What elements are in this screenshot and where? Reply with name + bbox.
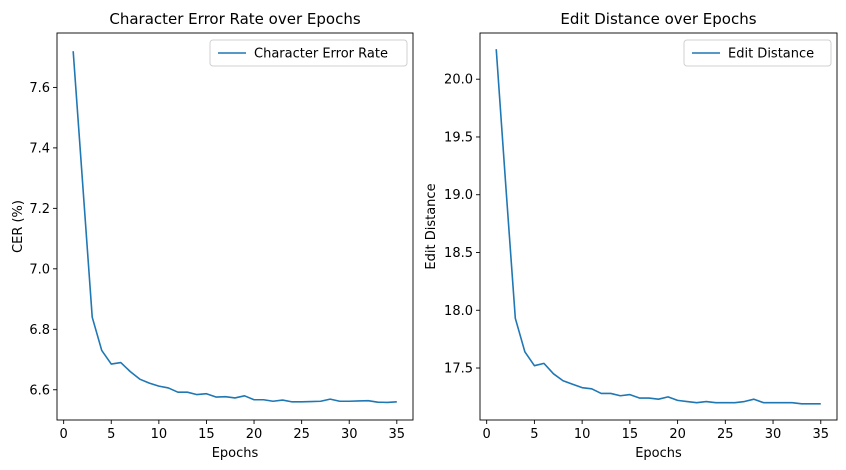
chart-panel-2: Edit Distance over Epochs 0 5 10 15 20 25 30 35 1… [424,10,838,461]
x-axis-label: Epochs [212,446,259,461]
y-tick-label: 19.0 [444,188,473,203]
x-tick-label: 20 [669,427,686,442]
y-tick-label: 18.0 [444,304,473,319]
x-tick-label: 5 [530,427,538,442]
x-tick-label: 15 [198,427,215,442]
x-tick-label: 0 [483,427,491,442]
plot-frame [479,32,838,421]
x-tick-label: 0 [60,427,68,442]
x-tick-label: 35 [812,427,829,442]
x-tick-label: 30 [765,427,782,442]
chart-panel-1: Character Error Rate over Epochs 0 5 10 15 20… [11,10,414,461]
legend-label: Character Error Rate [254,47,388,62]
x-axis-label: Epochs [635,446,682,461]
x-tick-label: 10 [151,427,168,442]
y-tick-label: 6.6 [29,383,50,398]
chart-title: Character Error Rate over Epochs [109,10,360,28]
y-axis-label: CER (%) [11,200,26,253]
legend-box [209,39,408,67]
legend: Character Error Rate [209,39,408,67]
x-tick-label: 25 [717,427,734,442]
y-axis-label: Edit Distance [424,183,439,269]
legend-box [683,39,832,67]
y-tick-label: 6.8 [29,323,50,338]
x-tick-label: 35 [389,427,406,442]
y-tick-label: 19.5 [444,130,473,145]
y-tick-label: 7.0 [29,262,50,277]
y-tick-label: 18.5 [444,246,473,261]
x-tick-label: 10 [574,427,591,442]
legend: Edit Distance [683,39,832,67]
legend-label: Edit Distance [728,47,814,62]
x-tick-label: 25 [293,427,310,442]
y-tick-label: 7.4 [29,141,50,156]
chart-title: Edit Distance over Epochs [560,10,756,28]
x-tick-label: 15 [622,427,639,442]
series-line [495,49,821,405]
plot-frame [56,32,414,421]
x-tick-label: 30 [341,427,358,442]
x-tick-label: 5 [107,427,115,442]
y-tick-label: 17.5 [444,362,473,377]
series-line [72,51,397,404]
y-tick-label: 20.0 [444,73,473,88]
y-tick-label: 7.6 [29,81,50,96]
x-tick-label: 20 [246,427,263,442]
y-tick-label: 7.2 [29,202,50,217]
